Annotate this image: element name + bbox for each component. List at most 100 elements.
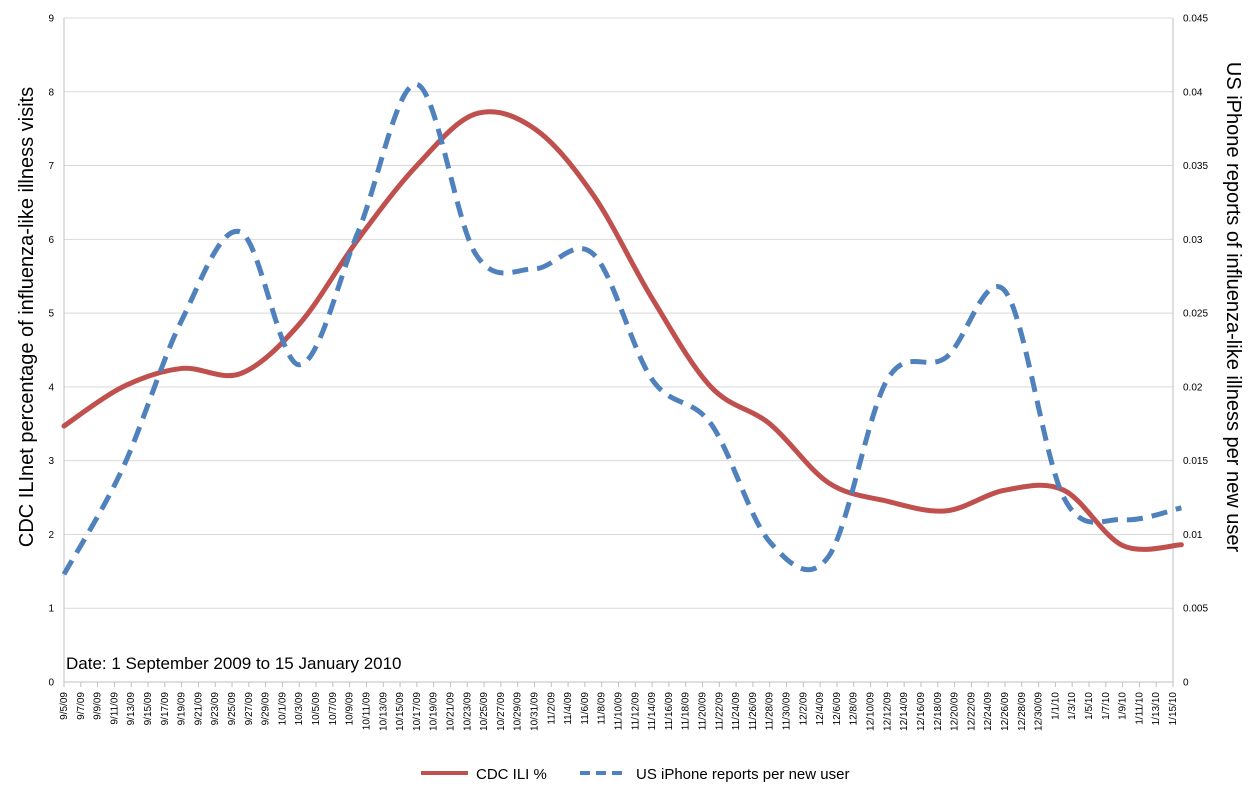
y-right-tick-label: 0.03 [1183, 235, 1203, 246]
x-tick-label: 12/8/09 [849, 692, 860, 726]
x-tick-label: 11/8/09 [597, 692, 608, 725]
x-tick-label: 9/27/09 [244, 692, 255, 726]
x-tick-label: 11/16/09 [664, 692, 675, 731]
x-tick-label: 9/11/09 [109, 692, 120, 725]
y-left-tick-label: 2 [48, 530, 54, 541]
series-layer [61, 81, 1184, 576]
x-tick-label: 11/20/09 [698, 692, 709, 731]
x-tick-label: 9/19/09 [177, 692, 188, 726]
y-right-tick-label: 0.04 [1183, 87, 1203, 98]
y-right-tick-label: 0.045 [1183, 14, 1208, 25]
x-tick-label: 11/18/09 [681, 692, 692, 731]
right-axis-title: US iPhone reports of influenza-like illn… [1222, 62, 1244, 553]
left-axis-title: CDC ILInet percentage of influenza-like … [16, 87, 38, 547]
x-tick-label: 12/22/09 [966, 692, 977, 731]
y-left-tick-label: 1 [48, 604, 54, 615]
y-right-tick-label: 0.025 [1183, 309, 1208, 320]
x-tick-label: 12/26/09 [1000, 692, 1011, 731]
x-tick-label: 10/5/09 [311, 692, 322, 726]
x-tick-label: 1/15/10 [1168, 692, 1179, 726]
x-tick-label: 10/15/09 [395, 692, 406, 731]
x-tick-label: 12/4/09 [815, 692, 826, 726]
x-tick-label: 11/10/09 [614, 692, 625, 731]
legend-label-iphone: US iPhone reports per new user [636, 766, 849, 783]
x-tick-label: 10/11/09 [361, 692, 372, 731]
x-tick-label: 11/28/09 [765, 692, 776, 731]
x-tick-label: 10/1/09 [277, 692, 288, 726]
y-right-tick-label: 0.005 [1183, 604, 1208, 615]
x-tick-label: 10/29/09 [513, 692, 524, 731]
x-tick-label: 10/3/09 [294, 692, 305, 726]
x-tick-label: 1/13/10 [1151, 692, 1162, 726]
legend: CDC ILI % US iPhone reports per new user [421, 766, 849, 783]
y-left-tick-label: 4 [48, 382, 54, 393]
x-tick-label: 9/29/09 [261, 692, 272, 726]
y-left-tick-label: 8 [48, 87, 54, 98]
x-tick-label: 10/7/09 [328, 692, 339, 726]
x-tick-label: 10/17/09 [412, 692, 423, 731]
x-tick-label: 11/24/09 [731, 692, 742, 731]
x-tick-label: 11/14/09 [647, 692, 658, 731]
x-tick-label: 9/23/09 [210, 692, 221, 726]
x-tick-label: 12/30/09 [1034, 692, 1045, 731]
x-tick-label: 9/5/09 [59, 692, 70, 720]
x-tick-label: 12/6/09 [832, 692, 843, 726]
x-tick-label: 11/4/09 [563, 692, 574, 725]
series-line-cdc-ili [61, 109, 1184, 552]
x-tick-label: 12/16/09 [916, 692, 927, 731]
series-line-iphone-reports [61, 81, 1182, 576]
x-tick-label: 1/9/10 [1118, 692, 1129, 720]
x-tick-label: 9/9/09 [93, 692, 104, 720]
x-tick-label: 9/21/09 [193, 692, 204, 726]
x-tick-label: 1/1/10 [1050, 692, 1061, 720]
x-tick-label: 10/23/09 [462, 692, 473, 731]
y-left-tick-label: 3 [48, 456, 54, 467]
grid-layer [64, 17, 1173, 609]
x-tick-label: 10/13/09 [378, 692, 389, 731]
date-range-annotation: Date: 1 September 2009 to 15 January 201… [66, 654, 402, 673]
x-tick-label: 12/18/09 [933, 692, 944, 731]
y-right-tick-label: 0 [1183, 678, 1189, 689]
y-left-tick-label: 0 [48, 678, 54, 689]
x-tick-label: 12/20/09 [950, 692, 961, 731]
y-left-tick-label: 5 [48, 309, 54, 320]
x-tick-label: 1/3/10 [1067, 692, 1078, 720]
y-right-tick-label: 0.035 [1183, 161, 1208, 172]
x-tick-label: 11/12/09 [630, 692, 641, 731]
x-tick-label: 11/26/09 [748, 692, 759, 731]
x-tick-label: 11/22/09 [714, 692, 725, 731]
x-tick-label: 9/13/09 [126, 692, 137, 726]
y-right-tick-label: 0.01 [1183, 530, 1203, 541]
y-right-tick-label: 0.015 [1183, 456, 1208, 467]
x-tick-label: 10/9/09 [345, 692, 356, 726]
x-tick-label: 1/5/10 [1084, 692, 1095, 720]
x-tick-label: 12/28/09 [1017, 692, 1028, 731]
x-tick-label: 10/31/09 [529, 692, 540, 731]
x-tick-label: 11/30/09 [782, 692, 793, 731]
x-tick-label: 11/2/09 [546, 692, 557, 725]
x-tick-label: 9/15/09 [143, 692, 154, 726]
y-left-tick-label: 7 [48, 161, 54, 172]
x-tick-label: 12/24/09 [983, 692, 994, 731]
x-tick-label: 10/27/09 [496, 692, 507, 731]
x-tick-label: 10/21/09 [445, 692, 456, 731]
x-tick-label: 10/25/09 [479, 692, 490, 731]
x-tick-label: 10/19/09 [429, 692, 440, 731]
x-tick-label: 9/7/09 [76, 692, 87, 720]
x-tick-label: 9/25/09 [227, 692, 238, 726]
axis-layer: 0 1 2 3 4 5 6 7 8 9 0 0.005 0.01 0.015 0.02 0.025 0.03 0.… [48, 14, 1208, 731]
x-tick-label: 11/6/09 [580, 692, 591, 725]
y-left-tick-label: 9 [48, 14, 54, 25]
x-tick-label: 1/7/10 [1101, 692, 1112, 720]
x-tick-label: 12/14/09 [899, 692, 910, 731]
x-tick-label: 1/11/10 [1134, 692, 1145, 725]
x-tick-label: 12/2/09 [798, 692, 809, 726]
y-right-tick-label: 0.02 [1183, 382, 1203, 393]
legend-label-cdc: CDC ILI % [476, 766, 547, 783]
y-left-tick-label: 6 [48, 235, 54, 246]
x-tick-label: 9/17/09 [160, 692, 171, 726]
x-tick-label: 12/12/09 [882, 692, 893, 731]
x-tick-label: 12/10/09 [866, 692, 877, 731]
